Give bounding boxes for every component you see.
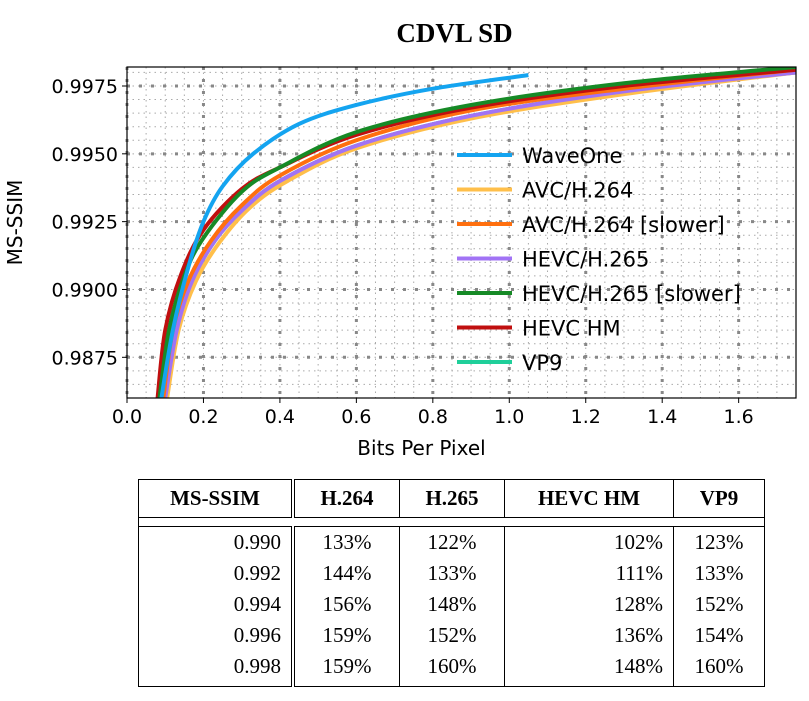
table-cell: 122% xyxy=(399,526,505,558)
legend-item: HEVC/H.265 xyxy=(457,248,649,272)
table-cell: 144% xyxy=(292,558,400,589)
y-tick-label: 0.9950 xyxy=(52,144,118,166)
header-vp9: VP9 xyxy=(673,479,765,518)
series-line-hevc-h-265 xyxy=(163,70,796,398)
table-cell: 159% xyxy=(292,651,400,687)
table-row: 0.992 144% 133% 111% 133% xyxy=(138,558,765,589)
legend-label: VP9 xyxy=(522,351,562,375)
series-line-hevc-h-265-slower- xyxy=(157,67,796,398)
x-tick-label: 0.6 xyxy=(341,406,371,428)
x-tick-label: 1.4 xyxy=(647,406,677,428)
table-cell: 128% xyxy=(504,589,674,620)
table-cell: 148% xyxy=(399,589,505,620)
table-cell: 156% xyxy=(292,589,400,620)
table-cell: 160% xyxy=(673,651,765,687)
table-cell: 133% xyxy=(292,526,400,558)
table-cell: 133% xyxy=(399,558,505,589)
y-tick-label: 0.9975 xyxy=(52,76,118,98)
legend-item: VP9 xyxy=(457,351,562,375)
chart: 0.0 0.2 0.4 0.6 0.8 1.0 1.2 1.4 1.6 0.9875 0.9900 0… xyxy=(3,66,797,460)
results-table: MS-SSIM H.264 H.265 HEVC HM VP9 0.990 133… xyxy=(138,479,765,687)
x-tick-label: 1.0 xyxy=(494,406,524,428)
series-line-waveone xyxy=(159,73,529,398)
legend-label: HEVC/H.265 [slower] xyxy=(522,282,741,306)
table-header-row: MS-SSIM H.264 H.265 HEVC HM VP9 xyxy=(138,479,765,518)
table-cell: 152% xyxy=(399,620,505,651)
x-tick-label: 1.2 xyxy=(571,406,601,428)
y-tick-label: 0.9875 xyxy=(52,347,118,369)
legend-item: AVC/H.264 xyxy=(457,179,633,203)
table-cell: 111% xyxy=(504,558,674,589)
table-cell: 159% xyxy=(292,620,400,651)
x-axis-label: Bits Per Pixel xyxy=(357,436,485,460)
plot-frame xyxy=(126,66,797,399)
table-cell: 152% xyxy=(673,589,765,620)
x-tick-label: 0.2 xyxy=(188,406,218,428)
header-h264: H.264 xyxy=(292,479,400,518)
legend-item: HEVC/H.265 [slower] xyxy=(457,282,741,306)
table-row: 0.994 156% 148% 128% 152% xyxy=(138,589,765,620)
legend-label: HEVC HM xyxy=(522,317,621,341)
table-cell: 160% xyxy=(399,651,505,687)
x-tick-label: 1.6 xyxy=(724,406,754,428)
table-cell: 0.990 xyxy=(138,526,295,558)
table-row: 0.990 133% 122% 102% 123% xyxy=(138,526,765,558)
table-cell: 102% xyxy=(504,526,674,558)
legend-label: WaveOne xyxy=(522,144,622,168)
header-hevc-hm: HEVC HM xyxy=(504,479,674,518)
legend-item: AVC/H.264 [slower] xyxy=(457,213,725,237)
table-cell: 154% xyxy=(673,620,765,651)
y-axis-label: MS-SSIM xyxy=(3,180,27,266)
table-cell: 0.996 xyxy=(138,620,295,651)
legend-item: WaveOne xyxy=(457,144,622,168)
chart-title: CDVL SD xyxy=(396,18,513,48)
x-tick-label: 0.8 xyxy=(418,406,448,428)
table-cell: 0.998 xyxy=(138,651,295,687)
table-cell: 0.994 xyxy=(138,589,295,620)
table-cell: 136% xyxy=(504,620,674,651)
table-cell: 133% xyxy=(673,558,765,589)
legend-label: HEVC/H.265 xyxy=(522,248,649,272)
legend-label: AVC/H.264 xyxy=(522,179,633,203)
table-cell: 123% xyxy=(673,526,765,558)
y-tick-label: 0.9900 xyxy=(52,279,118,301)
table-cell: 0.992 xyxy=(138,558,295,589)
legend-label: AVC/H.264 [slower] xyxy=(522,213,725,237)
table-row: 0.996 159% 152% 136% 154% xyxy=(138,620,765,651)
table-row: 0.998 159% 160% 148% 160% xyxy=(138,651,765,687)
header-h265: H.265 xyxy=(399,479,505,518)
header-ms-ssim: MS-SSIM xyxy=(138,479,295,518)
x-tick-label: 0.0 xyxy=(112,406,142,428)
legend-item: HEVC HM xyxy=(457,317,621,341)
y-tick-label: 0.9925 xyxy=(52,212,118,234)
table-cell: 148% xyxy=(504,651,674,687)
series-line-avc-h-264 xyxy=(165,70,796,398)
x-tick-label: 0.4 xyxy=(265,406,295,428)
